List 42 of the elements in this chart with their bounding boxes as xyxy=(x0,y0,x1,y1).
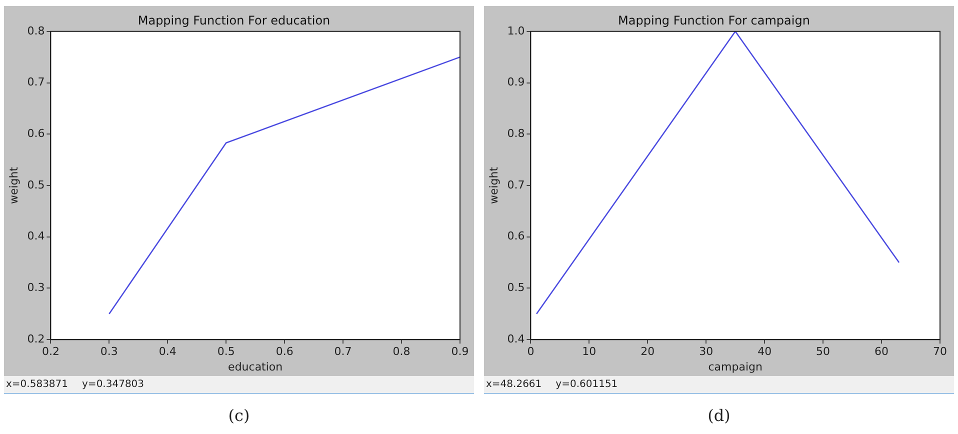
text: x=48.2661 xyxy=(486,379,542,390)
y-tick-label: 0.8 xyxy=(27,24,45,38)
text: y=0.347803 xyxy=(82,379,144,390)
x-tick-label: 0.9 xyxy=(451,345,469,358)
y-tick-label: 0.5 xyxy=(507,281,525,294)
y-tick-label: 0.4 xyxy=(507,332,525,346)
text: x=0.583871 xyxy=(6,379,68,390)
y-tick-label: 0.8 xyxy=(507,126,525,140)
x-tick-label: 30 xyxy=(699,345,714,358)
x-tick-label: 0.6 xyxy=(276,345,294,358)
x-tick-label: 0.5 xyxy=(217,345,235,358)
x-tick-label: 0.2 xyxy=(42,345,60,358)
x-tick-label: 10 xyxy=(582,345,596,358)
chart-title: Mapping Function For education xyxy=(138,13,330,28)
x-tick-label: 0.8 xyxy=(392,345,410,358)
y-tick-label: 0.3 xyxy=(27,281,45,294)
x-tick-label: 0.3 xyxy=(100,345,118,358)
y-tick-label: 0.5 xyxy=(27,178,45,192)
x-axis-title: campaign xyxy=(708,360,762,374)
x-tick-label: 0.4 xyxy=(158,345,176,358)
y-tick-label: 0.4 xyxy=(27,230,45,243)
y-tick-label: 0.7 xyxy=(27,76,45,89)
y-axis-title: weight xyxy=(487,166,500,204)
y-tick-label: 0.2 xyxy=(27,332,45,346)
x-tick-label: 0.7 xyxy=(334,345,352,358)
x-tick-label: 0 xyxy=(527,345,534,358)
chart-title: Mapping Function For campaign xyxy=(618,13,810,28)
y-tick-label: 0.6 xyxy=(507,230,525,243)
text: y=0.601151 xyxy=(556,379,618,390)
x-tick-label: 20 xyxy=(640,345,655,358)
y-tick-label: 1.0 xyxy=(507,24,525,38)
text: (d) xyxy=(706,406,732,425)
y-tick-label: 0.7 xyxy=(507,178,525,192)
x-tick-label: 40 xyxy=(758,345,772,358)
y-axis-title: weight xyxy=(7,166,20,204)
text: (c) xyxy=(227,406,251,425)
y-tick-label: 0.6 xyxy=(27,126,45,140)
y-tick-label: 0.9 xyxy=(507,76,525,89)
x-tick-label: 70 xyxy=(933,345,947,358)
x-tick-label: 50 xyxy=(816,345,830,358)
x-axis-title: education xyxy=(228,360,283,374)
x-tick-label: 60 xyxy=(874,345,889,358)
